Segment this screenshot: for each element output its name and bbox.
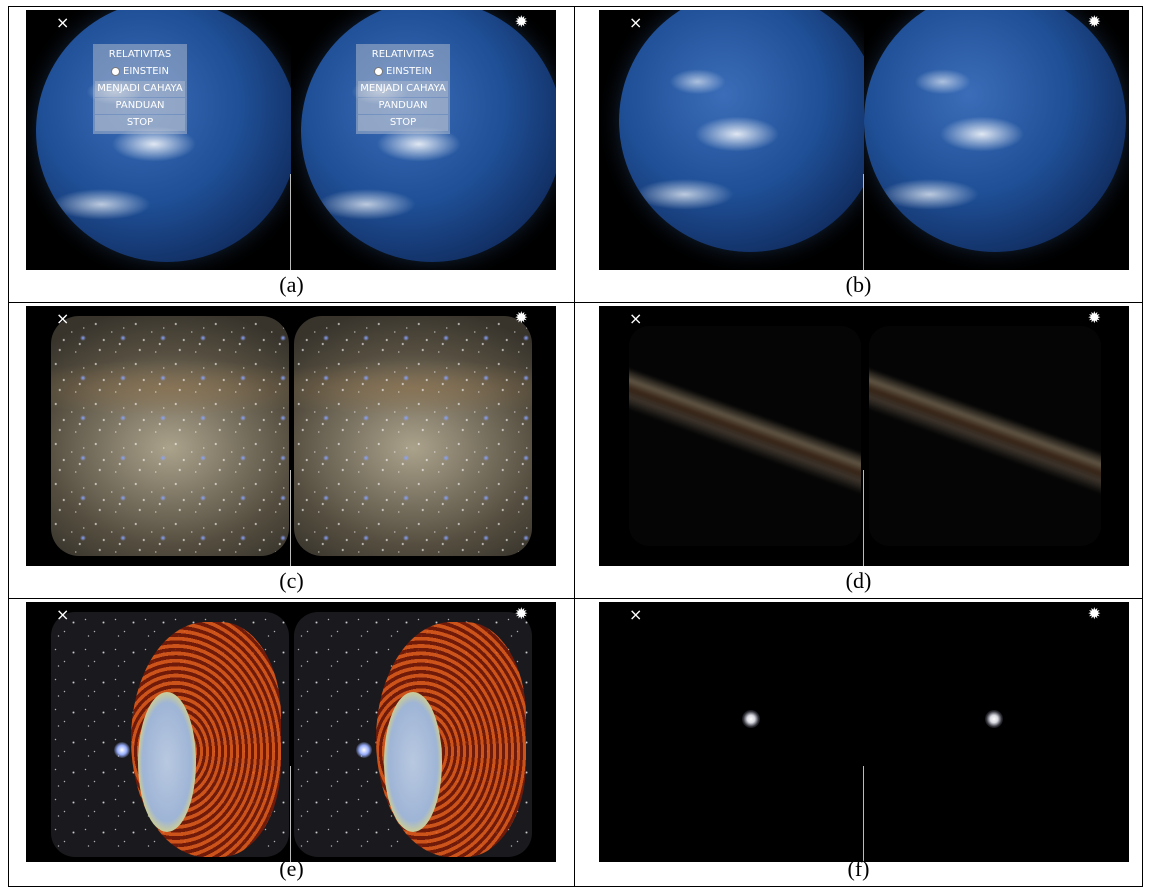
gear-icon[interactable]: ✹	[1087, 308, 1101, 327]
caption-a: (a)	[279, 272, 304, 297]
menu-item-menjadi-cahaya[interactable]: MENJADI CAHAYA	[358, 81, 448, 97]
vr-screen-d: × ✹	[599, 306, 1129, 566]
close-icon[interactable]: ×	[629, 309, 643, 328]
radio-icon	[374, 66, 384, 76]
earth-image	[619, 10, 864, 252]
caption-e: (e)	[279, 856, 304, 881]
vr-screen-c: × ✹	[26, 306, 556, 566]
light-particle-image	[985, 710, 1003, 728]
panel-f: × ✹ (f)	[574, 598, 1143, 887]
light-particle-image	[742, 710, 760, 728]
figure-grid: RELATIVITAS EINSTEIN MENJADI CAHAYA PAND…	[8, 6, 1143, 887]
menu-item-panduan[interactable]: PANDUAN	[358, 98, 448, 114]
eye-divider	[290, 470, 291, 566]
menu-item-einstein[interactable]: EINSTEIN	[358, 64, 448, 80]
menu-item-stop[interactable]: STOP	[95, 115, 185, 131]
panel-c: × ✹ (c)	[8, 302, 575, 599]
close-icon[interactable]: ×	[56, 309, 70, 328]
starfield-image	[294, 316, 532, 556]
main-menu: RELATIVITAS EINSTEIN MENJADI CAHAYA PAND…	[93, 44, 187, 134]
earth-image	[864, 10, 1126, 252]
gear-icon[interactable]: ✹	[1087, 604, 1101, 623]
menu-title: RELATIVITAS	[108, 49, 172, 60]
gear-icon[interactable]: ✹	[1087, 12, 1101, 31]
panel-b: × ✹ (b)	[574, 6, 1143, 303]
vr-screen-a: RELATIVITAS EINSTEIN MENJADI CAHAYA PAND…	[26, 10, 556, 270]
panel-a: RELATIVITAS EINSTEIN MENJADI CAHAYA PAND…	[8, 6, 575, 303]
main-menu: RELATIVITAS EINSTEIN MENJADI CAHAYA PAND…	[356, 44, 450, 134]
gear-icon[interactable]: ✹	[514, 604, 528, 623]
close-icon[interactable]: ×	[629, 605, 643, 624]
caption-d: (d)	[845, 568, 872, 593]
menu-item-menjadi-cahaya[interactable]: MENJADI CAHAYA	[95, 81, 185, 97]
vr-screen-b: × ✹	[599, 10, 1129, 270]
eye-divider	[290, 174, 291, 270]
starfield-image	[51, 316, 289, 556]
earth-image	[36, 10, 291, 262]
menu-item-panduan[interactable]: PANDUAN	[95, 98, 185, 114]
caption-c: (c)	[279, 568, 304, 593]
caption-b: (b)	[845, 272, 872, 297]
milky-way-image	[869, 326, 1101, 546]
close-icon[interactable]: ×	[56, 13, 70, 32]
menu-item-einstein[interactable]: EINSTEIN	[95, 64, 185, 80]
radio-icon	[111, 66, 121, 76]
earth-image	[301, 10, 556, 262]
close-icon[interactable]: ×	[56, 605, 70, 624]
gear-icon[interactable]: ✹	[514, 12, 528, 31]
gear-icon[interactable]: ✹	[514, 308, 528, 327]
eye-divider	[863, 766, 864, 862]
panel-d: × ✹ (d)	[574, 302, 1143, 599]
panel-e: × ✹ (e)	[8, 598, 575, 887]
close-icon[interactable]: ×	[629, 13, 643, 32]
caption-f: (f)	[847, 856, 870, 881]
menu-item-stop[interactable]: STOP	[358, 115, 448, 131]
vr-screen-e: × ✹	[26, 602, 556, 862]
menu-title: RELATIVITAS	[371, 49, 435, 60]
eye-divider	[290, 766, 291, 862]
eye-divider	[863, 470, 864, 566]
vr-screen-f: × ✹	[599, 602, 1129, 862]
eye-divider	[863, 174, 864, 270]
milky-way-image	[629, 326, 861, 546]
